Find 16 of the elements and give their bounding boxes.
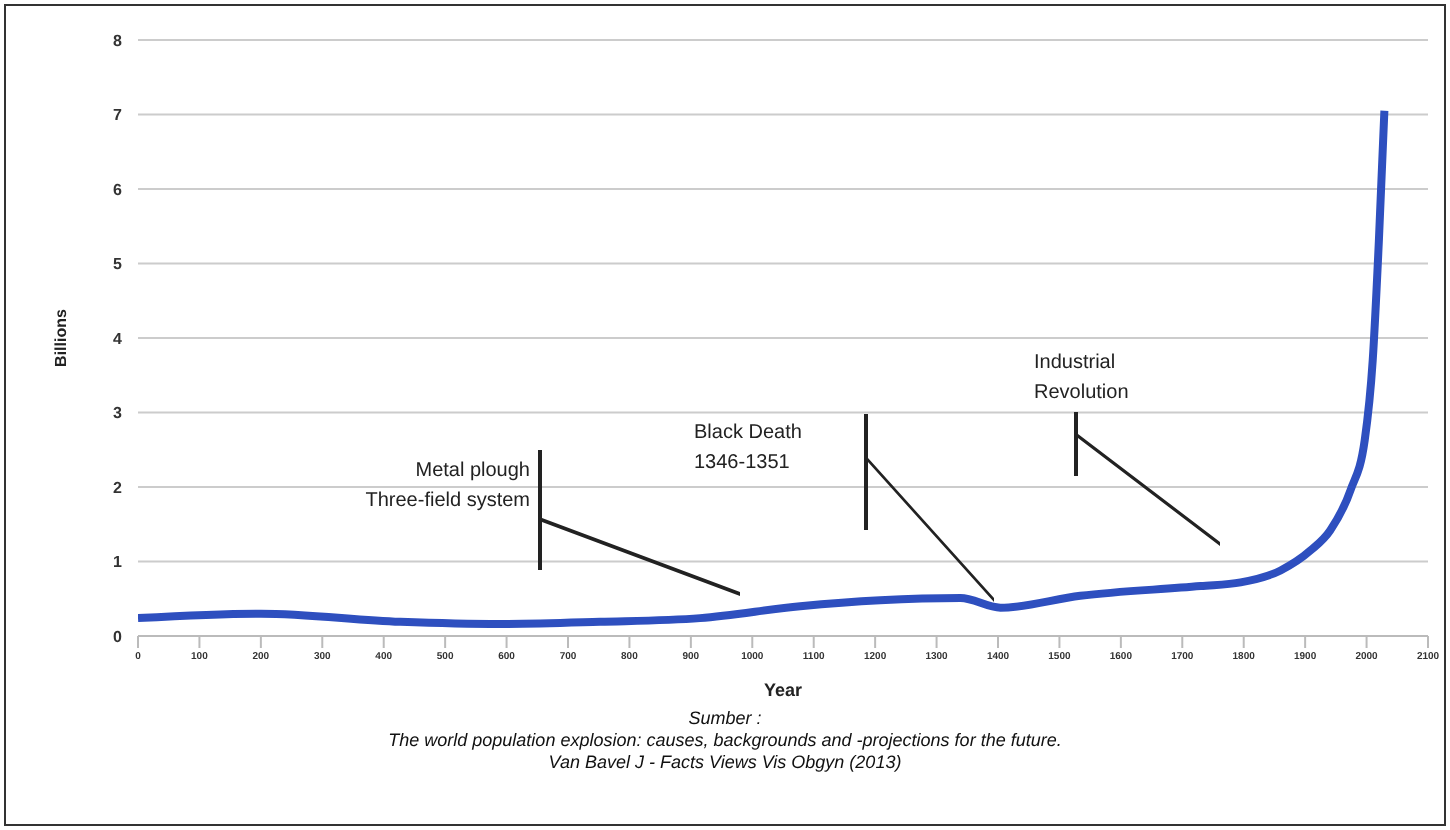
y-tick-label: 3 (113, 404, 124, 423)
line-series (138, 106, 1389, 629)
y-axis-title: Billions (51, 308, 70, 367)
y-tick-label: 8 (113, 31, 124, 50)
y-tick-label: 1 (113, 553, 124, 572)
annotation: Black Death 1346-1351 (694, 422, 802, 474)
y-tick-label: 6 (113, 180, 124, 199)
annotation: Metal plough Three-field system (365, 460, 530, 512)
y-tick-label: 2 (113, 478, 124, 497)
y-tick-label: 7 (113, 106, 124, 125)
y-tick-label: 5 (113, 255, 124, 274)
y-tick-label: 4 (113, 329, 124, 348)
text: Sumber : The world population explosion: causes, backgrounds and -projections for the future. Van Bavel J - Facts Views Vis Obgyn (2013) (386, 708, 1064, 774)
y-tick-label: 0 (113, 627, 124, 646)
annotation: Industrial Revolution (1034, 352, 1129, 404)
x-axis-title: Year (763, 680, 803, 700)
